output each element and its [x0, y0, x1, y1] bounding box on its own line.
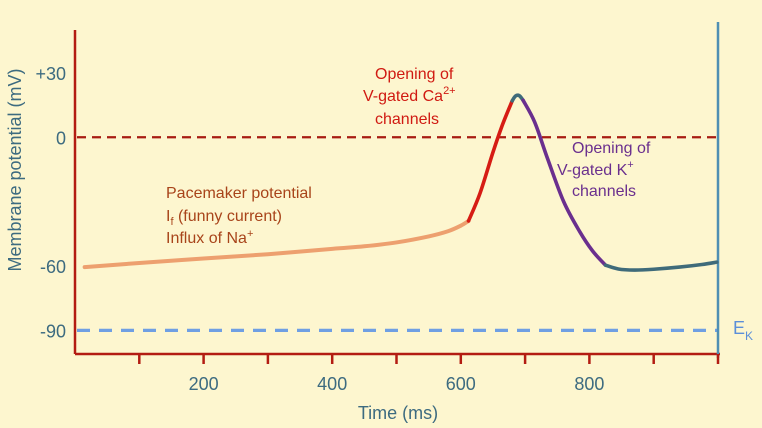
- series-group: [82, 93, 719, 272]
- series-line-5: [603, 260, 719, 272]
- x-tick-label: 600: [446, 374, 476, 394]
- x-axis-ticks: [138, 354, 720, 364]
- x-axis-title: Time (ms): [358, 403, 438, 423]
- x-tick-label: 800: [574, 374, 604, 394]
- calcium-channel-annotation: Opening of V-gated Ca2+ channels: [363, 66, 460, 128]
- ek-label: EK: [733, 318, 753, 343]
- y-tick-label: -60: [40, 257, 66, 277]
- x-tick-label: 200: [189, 374, 219, 394]
- y-tick-label: -90: [40, 321, 66, 341]
- y-tick-label: 0: [56, 128, 66, 148]
- y-axis-tick-labels: +30 0 -60 -90: [35, 64, 66, 341]
- y-tick-label: +30: [35, 64, 66, 84]
- series-line-1: [82, 218, 471, 270]
- potassium-channel-annotation: Opening of V-gated K+ channels: [557, 140, 655, 200]
- series-line-4: [521, 98, 608, 267]
- x-axis-tick-labels: 200 400 600 800: [189, 374, 605, 394]
- y-axis-title: Membrane potential (mV): [5, 68, 25, 271]
- pacemaker-annotation: Pacemaker potential If (funny current) I…: [166, 185, 316, 247]
- x-tick-label: 400: [317, 374, 347, 394]
- series-line-3: [510, 93, 525, 103]
- series-line-2: [466, 99, 515, 223]
